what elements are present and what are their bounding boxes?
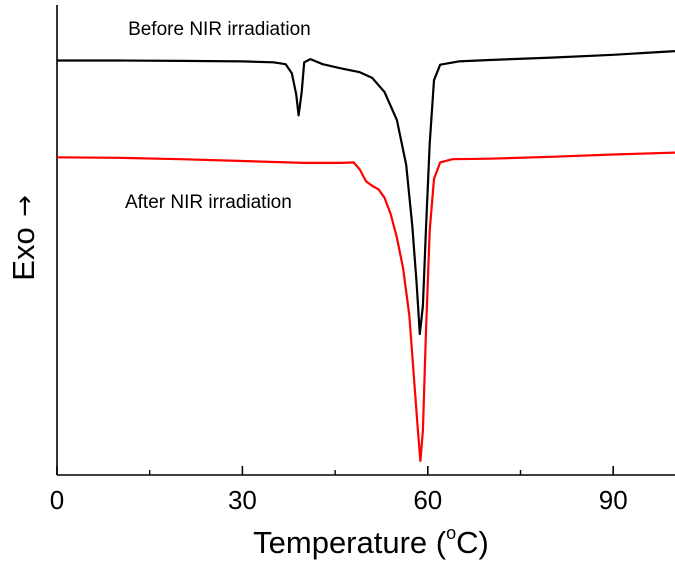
series-label-after-nir: After NIR irradiation [125,192,292,213]
x-axis-ticks: 0 30 60 90 [50,466,628,515]
x-axis-title-suffix: C) [456,525,489,560]
y-axis-arrow-icon: → [10,195,40,217]
x-axis-title: Temperature (oC) [253,523,489,560]
series-label-before-nir: Before NIR irradiation [128,19,311,40]
x-tick-label: 0 [50,485,64,515]
series-line-before-nir [57,50,675,336]
x-tick-label: 30 [228,485,257,515]
x-tick-label: 60 [413,485,442,515]
y-axis-title-text: Exo [6,227,41,280]
x-tick-label: 90 [599,485,628,515]
series-annotations: Before NIR irradiation After NIR irradiat… [125,19,311,213]
series-group [56,50,675,462]
series-line-after-nir [56,151,675,462]
y-axis-title: Exo → [6,195,41,281]
x-axis-title-prefix: Temperature ( [253,525,447,560]
x-axis-title-degree: o [446,523,456,543]
